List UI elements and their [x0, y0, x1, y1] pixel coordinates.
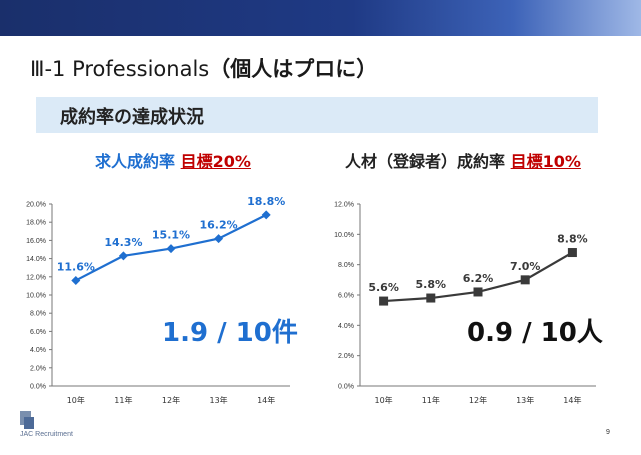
chart-left-data-label: 15.1%	[152, 229, 190, 242]
slide-title-suffix: （個人はプロに）	[209, 57, 378, 81]
chart-left-y-tick-label: 18.0%	[26, 220, 46, 227]
chart-left-y-tick-label: 4.0%	[30, 347, 46, 354]
chart-right-y-tick-label: 2.0%	[338, 353, 354, 360]
chart-left-data-point	[71, 275, 81, 285]
chart-right-data-point	[520, 275, 530, 285]
chart-right-title-text: 人材（登録者）成約率	[345, 152, 506, 171]
chart-left-data-label: 16.2%	[200, 219, 238, 232]
chart-right-y-tick-label: 6.0%	[338, 293, 354, 300]
logo-text: JAC Recruitment	[20, 431, 73, 438]
chart-right-x-tick-label: 14年	[563, 395, 581, 405]
chart-right-y-tick-label: 10.0%	[334, 232, 354, 239]
chart-left-y-tick-label: 2.0%	[30, 365, 46, 372]
chart-left-title-text: 求人成約率	[95, 152, 176, 171]
chart-left-y-tick-label: 6.0%	[30, 329, 46, 336]
chart-left-series-line	[75, 213, 267, 282]
chart-right-title: 人材（登録者）成約率 目標10%	[345, 148, 581, 172]
chart-left-x-tick-label: 14年	[257, 395, 275, 405]
chart-right-data-point	[473, 287, 483, 297]
chart-left-data-label: 18.8%	[247, 195, 285, 208]
company-logo: JAC Recruitment	[20, 409, 92, 445]
chart-right-data-label: 8.8%	[557, 233, 588, 246]
chart-left-x-tick-label: 12年	[162, 395, 180, 405]
chart-left-data-point	[118, 251, 128, 261]
chart-right-data-label: 5.6%	[368, 281, 399, 294]
chart-left-data-point	[214, 234, 224, 244]
chart-left-x-tick-label: 10年	[67, 395, 85, 405]
header-banner	[0, 0, 641, 36]
chart-right-x-tick-label: 12年	[469, 395, 487, 405]
chart-right-data-point	[567, 248, 577, 258]
chart-right-y-tick-label: 8.0%	[338, 262, 354, 269]
chart-left-y-tick-label: 0.0%	[30, 384, 46, 391]
chart-left-y-tick-label: 14.0%	[26, 256, 46, 263]
chart-right-x-tick-label: 10年	[375, 395, 393, 405]
chart-left-data-label: 11.6%	[57, 260, 95, 273]
chart-right-target: 目標10%	[510, 152, 581, 171]
chart-left-data-point	[166, 244, 176, 254]
chart-left-y-tick-label: 20.0%	[26, 202, 46, 209]
section-header-box	[36, 97, 598, 133]
chart-right-y-tick-label: 4.0%	[338, 323, 354, 330]
slide-title-prefix: Ⅲ-1 Professionals	[30, 57, 210, 81]
chart-right-x-tick-label: 13年	[516, 395, 534, 405]
chart-right-data-point	[426, 293, 436, 303]
chart-left-data-label: 14.3%	[104, 236, 142, 249]
chart-left-x-tick-label: 13年	[210, 395, 228, 405]
slide-title: Ⅲ-1 Professionals（個人はプロに）	[30, 53, 377, 83]
chart-right-data-point	[379, 296, 389, 306]
chart-left-y-tick-label: 10.0%	[26, 293, 46, 300]
chart-right-data-label: 7.0%	[510, 260, 541, 273]
chart-right-data-label: 5.8%	[416, 278, 447, 291]
chart-left-y-tick-label: 16.0%	[26, 238, 46, 245]
chart-left-y-tick-label: 8.0%	[30, 311, 46, 318]
chart-right-annotation: 0.9 / 10人	[467, 318, 603, 348]
chart-left-x-tick-label: 11年	[114, 395, 132, 405]
page-number: 9	[606, 429, 610, 436]
section-title: 成約率の達成状況	[60, 107, 204, 128]
chart-right-data-label: 6.2%	[463, 272, 494, 285]
chart-left-data-point	[261, 210, 271, 220]
chart-left-annotation: 1.9 / 10件	[162, 318, 298, 348]
chart-left-target: 目標20%	[180, 152, 251, 171]
chart-right-y-tick-label: 0.0%	[338, 384, 354, 391]
chart-right-x-tick-label: 11年	[422, 395, 440, 405]
chart-left-title: 求人成約率 目標20%	[95, 148, 251, 172]
chart-left-y-tick-label: 12.0%	[26, 274, 46, 281]
chart-right-series-line	[383, 251, 573, 303]
chart-right-y-tick-label: 12.0%	[334, 202, 354, 209]
